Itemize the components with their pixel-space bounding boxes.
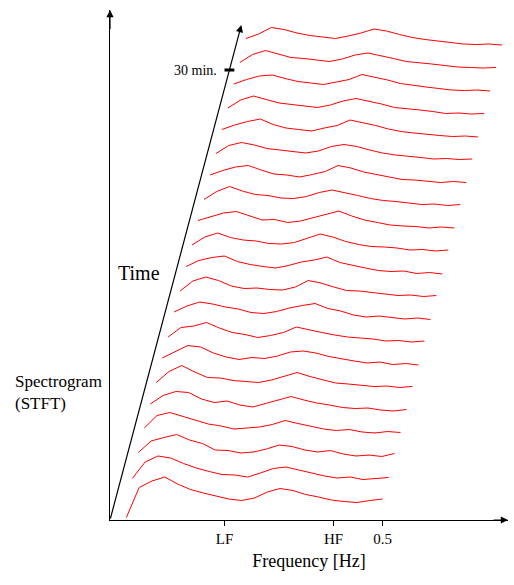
svg-text:HF: HF: [324, 531, 343, 547]
svg-text:0.5: 0.5: [373, 531, 392, 547]
svg-text:LF: LF: [216, 531, 234, 547]
svg-text:Time: Time: [118, 262, 160, 284]
svg-text:Frequency [Hz]: Frequency [Hz]: [252, 551, 365, 571]
svg-text:Spectrogram(STFT): Spectrogram(STFT): [15, 372, 102, 413]
svg-text:30 min.: 30 min.: [174, 63, 217, 78]
